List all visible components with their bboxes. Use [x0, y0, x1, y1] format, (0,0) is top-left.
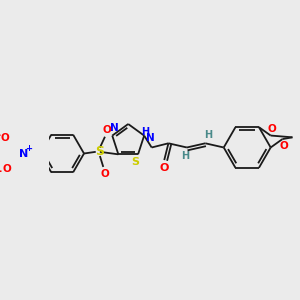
Text: O: O — [100, 169, 109, 178]
Text: H: H — [205, 130, 213, 140]
Text: O: O — [268, 124, 277, 134]
Text: +: + — [25, 144, 32, 153]
Text: O: O — [1, 134, 10, 143]
Text: H: H — [181, 151, 189, 161]
Text: N: N — [19, 148, 28, 158]
Text: O: O — [102, 125, 111, 135]
Text: O: O — [160, 163, 169, 172]
Text: O: O — [280, 141, 289, 151]
Text: S: S — [131, 157, 140, 167]
Text: H: H — [141, 128, 149, 137]
Text: -: - — [0, 165, 2, 178]
Text: S: S — [95, 145, 104, 158]
Text: O: O — [2, 164, 11, 174]
Text: N: N — [146, 133, 154, 143]
Text: N: N — [110, 123, 119, 133]
